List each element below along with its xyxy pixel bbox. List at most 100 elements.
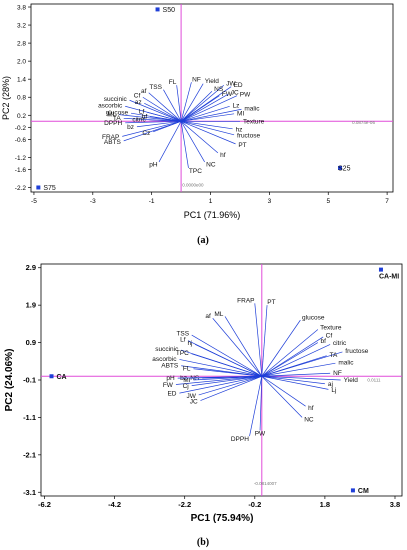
loading-vector-label: ascorbic (152, 356, 177, 363)
loading-vector-line (261, 376, 303, 418)
loading-vector-label: pH (166, 375, 175, 382)
loading-vector-label: af (205, 313, 211, 320)
loading-vector-line (212, 318, 263, 377)
score-point-marker (338, 165, 343, 170)
loading-vector-label: FL (169, 79, 177, 86)
score-point-marker (155, 7, 160, 12)
plot-frame-a (30, 3, 394, 193)
score-point-marker (378, 267, 383, 272)
y-tick-label: -2.2 (15, 185, 27, 192)
loading-vector-line (261, 362, 336, 377)
score-points-a: S50 S25 S75 (36, 7, 351, 192)
loading-vector-line (191, 375, 262, 386)
loading-vector-line (181, 108, 242, 122)
y-tick-label: 2.8 (17, 41, 26, 48)
loading-vector-line (180, 93, 229, 122)
loading-vector-label: PW (255, 431, 266, 438)
loading-vector-label: NF (333, 370, 342, 377)
loading-vector-label: Texture (320, 325, 342, 332)
loading-vector-line (177, 375, 262, 379)
loading-vector-label: Lz (233, 102, 240, 109)
y-tick-label: -1.1 (23, 413, 36, 422)
loading-vector-label: fructose (345, 348, 369, 355)
loading-vector-label: FRAP (102, 134, 119, 141)
loading-vector-label: DPPH (231, 436, 249, 443)
y-tick-label: 0.8 (17, 95, 26, 102)
loading-vector-label: MI (183, 377, 190, 384)
loading-vector-line (261, 329, 319, 377)
loading-vector-line (180, 84, 224, 122)
loading-vector-label: Lf (139, 109, 145, 116)
loading-vector-line (261, 355, 327, 377)
loading-vector-line (193, 368, 262, 377)
loading-vector-line (181, 120, 233, 130)
y-tick-label: -0.2 (15, 125, 27, 132)
loading-vector-label: hz (236, 126, 243, 133)
loading-vector-line (122, 120, 182, 137)
loading-vector-line (261, 375, 306, 407)
loading-vector-label: JW (186, 393, 196, 400)
x-tick-label: 3 (268, 198, 272, 205)
loading-vector-line (150, 116, 182, 122)
loading-vector-label: NS (190, 375, 200, 382)
loading-vector-line (191, 334, 262, 377)
loading-vector-line (180, 90, 213, 122)
loading-vector-line (200, 375, 262, 401)
y-tick-label: 3.2 (17, 23, 26, 30)
caption-a: (a) (197, 235, 209, 246)
loading-vector-line (261, 375, 341, 381)
loading-vector-label: citric (333, 340, 347, 347)
y-tick-label: -2.1 (23, 450, 36, 459)
score-point-label: CA-MI (379, 274, 399, 281)
score-point-marker (350, 488, 355, 493)
loading-vector-label: TA (113, 115, 121, 122)
loading-vector-line (261, 375, 329, 390)
loading-vector-label: PW (240, 91, 251, 98)
loading-vector-label: FRAP (237, 297, 254, 304)
loading-vector-line (158, 121, 182, 163)
loading-vector-line (180, 121, 219, 154)
loading-vector-line (129, 99, 182, 122)
x-tick-label: 7 (385, 198, 389, 205)
loading-vector-line (180, 83, 204, 122)
loading-vector-line (180, 82, 192, 122)
loading-vector-label: Cf (134, 93, 141, 100)
loading-vector-line (119, 114, 182, 122)
loading-vector-line (180, 105, 230, 122)
y-axis-label-b: PC2 (24.06%) (4, 349, 15, 412)
loading-vector-line (179, 375, 262, 394)
loading-vector-label: malic (244, 106, 260, 113)
loading-vector-line (148, 92, 182, 122)
x-tick-label: -6.2 (38, 500, 51, 509)
loading-vector-label: NC (206, 162, 216, 169)
y-tick-label: 0.2 (17, 113, 26, 120)
loading-vector-label: af (141, 88, 147, 95)
loading-vector-label: ML (107, 111, 116, 118)
loading-vector-line (180, 121, 189, 168)
x-tick-label: 3.8 (390, 500, 400, 509)
loading-vector-label: Cf (326, 332, 333, 339)
loading-vector-line (261, 342, 319, 377)
y-tick-label: -3.1 (23, 488, 36, 497)
small-labels-b: 0.0111 -0.0814007 (254, 377, 381, 486)
loading-vector-label: ABTS (104, 139, 122, 146)
loading-vector-line (181, 120, 235, 136)
loading-vector-label: malic (338, 360, 354, 367)
loading-vector-label: NF (192, 76, 201, 83)
loading-vector-label: TPC (176, 350, 189, 357)
loading-vector-line (254, 303, 263, 377)
loading-vectors-b: af ML FRAP PT TSS hjLfsuccinicTPCascorbicABTS… (152, 297, 369, 443)
loading-vector-label: TPC (189, 168, 202, 175)
loading-vector-line (261, 336, 324, 377)
loading-vector-label: bz (127, 124, 134, 131)
y-tick-label: -1.2 (15, 155, 27, 162)
y-tick-label: -0.1 (23, 376, 36, 385)
y-tick-label: 2.0 (17, 59, 26, 66)
score-point-label: S75 (43, 185, 56, 192)
loading-vector-line (142, 96, 182, 122)
x-tick-label: -1 (149, 198, 155, 205)
loading-vector-label: az (135, 99, 142, 106)
loading-vector-label: ABTS (161, 362, 179, 369)
